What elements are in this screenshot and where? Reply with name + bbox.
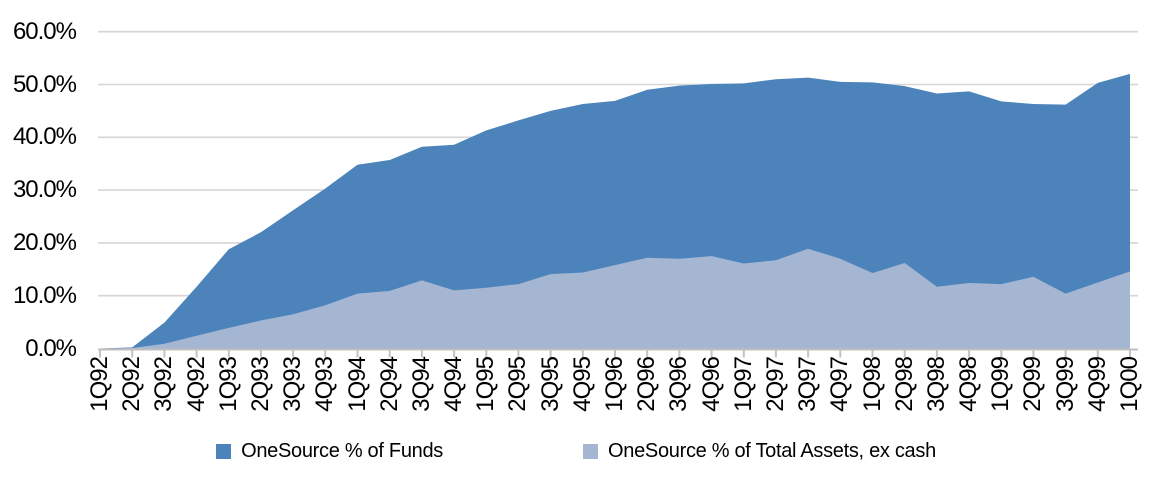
x-axis-label-text: 1Q92 (86, 357, 113, 412)
legend: OneSource % of Funds OneSource % of Tota… (0, 440, 1152, 463)
legend-label-funds: OneSource % of Funds (241, 440, 443, 462)
x-axis-label-text: 1Q93 (214, 357, 242, 412)
x-axis-label-text: 2Q94 (375, 357, 403, 412)
x-axis-label-text: 2Q98 (890, 357, 918, 412)
x-axis-label-text: 2Q93 (246, 357, 274, 412)
y-axis-label: 20.0% (12, 228, 77, 256)
y-axis-label: 0.0% (25, 334, 77, 362)
area-series-total-assets (100, 248, 1130, 349)
x-axis-label-text: 2Q96 (633, 357, 661, 412)
x-axis-label-text: 4Q94 (440, 357, 468, 412)
x-axis-label-text: 3Q96 (665, 357, 693, 412)
y-axis-label: 60.0% (12, 17, 77, 45)
x-axis-label-text: 3Q93 (279, 357, 307, 412)
x-axis-label-text: 2Q95 (504, 357, 532, 412)
x-axis-label-text: 4Q97 (826, 357, 854, 412)
x-axis-label-text: 3Q95 (536, 357, 564, 412)
x-axis-label-text: 1Q00 (1116, 357, 1143, 412)
x-axis-label-text: 3Q94 (407, 357, 435, 412)
legend-label-total-assets: OneSource % of Total Assets, ex cash (608, 440, 936, 462)
x-axis-label-text: 4Q95 (568, 357, 596, 412)
x-axis-label-text: 1Q99 (987, 357, 1015, 412)
x-axis-label-text: 3Q98 (922, 357, 950, 412)
x-axis-label-text: 4Q92 (182, 357, 210, 412)
x-axis-label-text: 3Q97 (794, 357, 822, 412)
x-axis-label-text: 3Q99 (1051, 357, 1079, 412)
x-axis-label-text: 4Q98 (955, 357, 983, 412)
legend-swatch-total-assets-icon (583, 444, 598, 459)
x-axis-label-text: 2Q99 (1019, 357, 1047, 412)
x-axis-label-text: 3Q92 (150, 357, 178, 412)
y-axis-label: 40.0% (12, 123, 77, 151)
x-axis-label-text: 4Q93 (311, 357, 339, 412)
x-axis-label-text: 1Q96 (601, 357, 628, 412)
x-axis-label-text: 1Q98 (858, 357, 886, 412)
x-axis-label-text: 1Q94 (343, 357, 371, 412)
x-axis-label-text: 2Q92 (118, 357, 146, 412)
y-axis-label: 30.0% (12, 176, 77, 204)
x-axis-label-text: 4Q99 (1083, 357, 1111, 412)
legend-item-funds: OneSource % of Funds (216, 440, 443, 463)
legend-swatch-funds-icon (216, 444, 232, 459)
legend-item-total-assets: OneSource % of Total Assets, ex cash (583, 440, 936, 463)
x-axis-label-text: 1Q97 (729, 357, 757, 412)
x-axis-label-text: 4Q96 (697, 357, 725, 412)
y-axis-label: 10.0% (12, 281, 77, 309)
y-axis-label: 50.0% (12, 70, 77, 98)
x-axis-label-text: 1Q95 (472, 357, 500, 412)
x-axis-label-text: 2Q97 (761, 357, 789, 412)
